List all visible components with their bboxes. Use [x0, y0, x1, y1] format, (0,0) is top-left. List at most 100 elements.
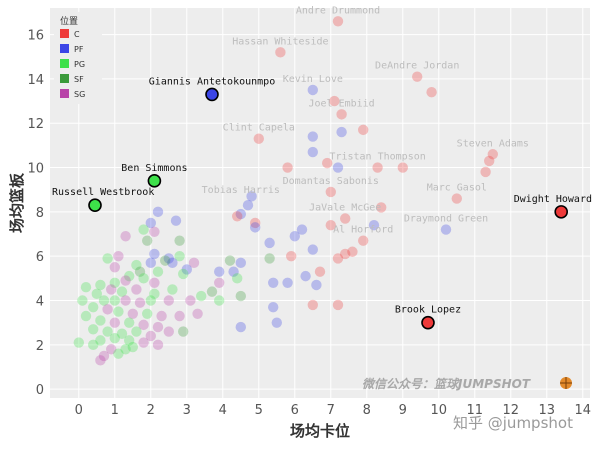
data-point — [332, 16, 344, 27]
player-label: Andre Drummond — [296, 5, 380, 16]
data-point — [174, 250, 185, 262]
data-point — [134, 266, 146, 277]
legend-swatch — [60, 44, 69, 53]
data-point — [314, 266, 326, 277]
data-point — [163, 253, 174, 264]
data-point — [98, 295, 110, 306]
data-point — [149, 277, 160, 288]
data-point — [95, 355, 106, 366]
x-tick-label: 4 — [219, 403, 227, 418]
data-point — [412, 71, 423, 82]
data-point — [368, 219, 380, 231]
data-point — [145, 330, 156, 342]
x-tick-label: 11 — [467, 403, 484, 418]
data-point — [214, 277, 225, 288]
y-tick-label: 2 — [36, 339, 44, 354]
legend-title: 位置 — [60, 15, 78, 27]
x-tick-label: 7 — [327, 403, 335, 418]
data-point — [235, 208, 246, 220]
data-point — [325, 219, 336, 231]
data-point — [397, 162, 408, 173]
data-point — [206, 286, 218, 297]
data-point — [145, 257, 156, 269]
data-point — [120, 231, 131, 242]
data-point — [152, 266, 164, 277]
data-point — [336, 109, 347, 120]
y-tick-label: 14 — [27, 73, 44, 88]
player-label: Al Horford — [333, 225, 393, 236]
data-point — [167, 284, 178, 295]
x-tick-label: 8 — [363, 403, 371, 418]
y-tick-label: 12 — [27, 117, 44, 132]
data-point — [358, 235, 369, 246]
legend-box — [54, 12, 102, 104]
data-point — [214, 295, 225, 306]
y-tick-label: 4 — [36, 295, 44, 310]
x-tick-label: 9 — [399, 403, 407, 418]
data-point — [480, 166, 491, 178]
data-point — [347, 246, 358, 257]
y-tick-label: 0 — [36, 383, 44, 398]
data-point — [232, 273, 243, 284]
highlighted-label: Dwight Howard — [514, 194, 592, 205]
data-point — [332, 253, 344, 264]
x-tick-label: 1 — [111, 403, 119, 418]
data-point — [358, 124, 369, 136]
legend-label: SF — [74, 75, 84, 84]
highlighted-point — [421, 315, 435, 330]
data-point — [120, 295, 131, 306]
player-label: Draymond Green — [404, 214, 488, 225]
data-point — [152, 206, 164, 218]
data-point — [113, 348, 124, 359]
data-point — [307, 244, 318, 255]
data-point — [80, 310, 92, 322]
data-point — [336, 126, 347, 138]
player-label: Clint Capela — [223, 123, 295, 134]
data-point — [170, 215, 182, 226]
legend-swatch — [60, 74, 69, 83]
data-point — [127, 308, 138, 319]
player-label: JaVale McGee — [309, 203, 381, 214]
data-point — [174, 310, 185, 322]
data-point — [275, 47, 286, 58]
data-point — [246, 191, 257, 202]
data-point — [178, 326, 189, 337]
data-point — [235, 290, 246, 302]
data-point — [124, 317, 135, 328]
legend-label: SG — [74, 90, 85, 99]
data-point — [149, 288, 160, 300]
highlighted-points: Dwight Howard Brook Lopez Giannis Antetoko… — [52, 76, 592, 330]
data-point — [149, 248, 160, 260]
legend-swatch — [60, 59, 69, 68]
data-point — [224, 255, 236, 266]
data-point — [109, 332, 121, 344]
data-point — [109, 295, 121, 306]
data-point — [113, 250, 124, 262]
data-point — [426, 87, 437, 98]
data-point — [322, 157, 333, 169]
data-point — [188, 257, 200, 269]
x-tick-label: 5 — [255, 403, 263, 418]
data-point — [235, 321, 246, 333]
data-point — [181, 264, 192, 275]
data-point — [113, 306, 124, 317]
data-point — [88, 339, 99, 351]
highlighted-label: Giannis Antetokounmpo — [149, 76, 275, 87]
x-tick-label: 3 — [183, 403, 191, 418]
data-point — [152, 339, 164, 351]
legend-swatch — [60, 29, 69, 38]
data-point — [185, 295, 196, 306]
data-point — [131, 284, 142, 295]
data-point — [214, 266, 225, 277]
data-point — [340, 213, 351, 224]
data-point — [124, 335, 135, 346]
data-point — [95, 335, 106, 346]
data-point — [160, 255, 171, 266]
data-point — [80, 282, 92, 293]
watermark-text: 微信公众号：篮球JUMPSHOT — [362, 377, 531, 391]
basketball-icon — [560, 377, 572, 389]
data-point — [88, 324, 99, 335]
data-point — [235, 257, 246, 269]
highlighted-point — [205, 87, 219, 102]
